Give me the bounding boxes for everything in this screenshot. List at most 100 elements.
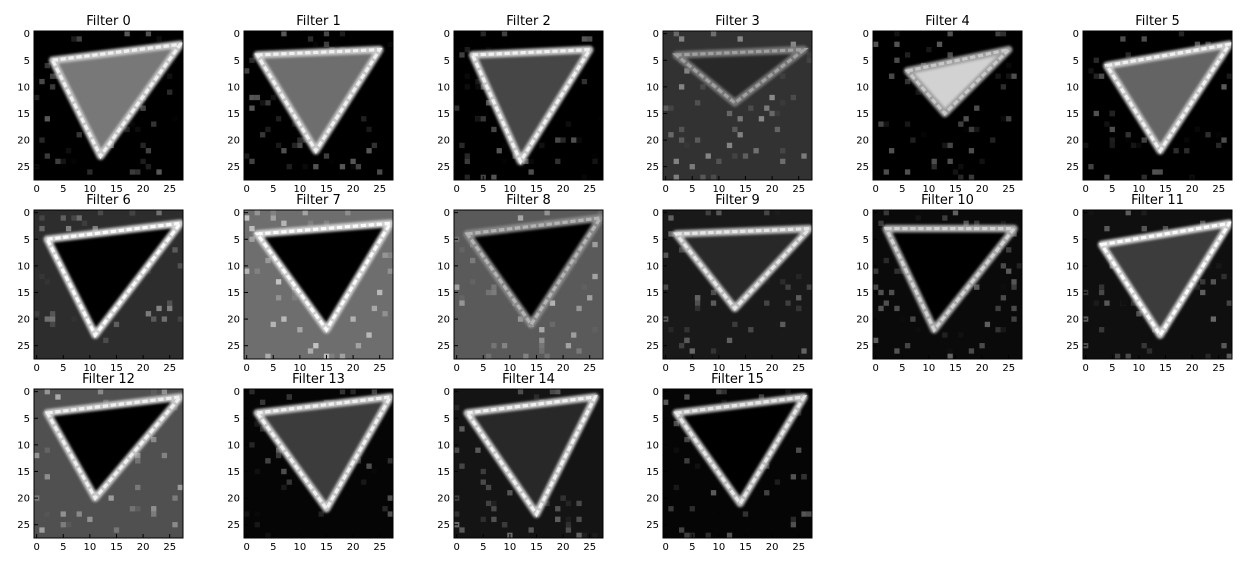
heatmap-cell <box>700 84 706 90</box>
heatmap-cell <box>281 468 287 475</box>
y-tick-label: 10 <box>1066 261 1079 272</box>
y-tick-label: 10 <box>227 440 240 451</box>
x-tick-label: 25 <box>583 542 596 553</box>
heatmap-cell <box>1141 174 1147 180</box>
heatmap-cell <box>265 458 271 464</box>
heatmap-cell <box>663 284 669 290</box>
x-tick-label: 0 <box>872 184 878 195</box>
y-tick-label: 0 <box>863 208 869 219</box>
heatmap-cell <box>454 279 460 285</box>
heatmap-cell <box>555 137 561 143</box>
heatmap-cell <box>177 484 183 491</box>
y-tick-label: 15 <box>437 288 450 299</box>
heatmap-cell <box>1088 68 1094 74</box>
heatmap-cell <box>323 41 330 47</box>
filter-panel: Filter 14 0 0 5 5 10 10 15 15 20 20 25 25 <box>437 372 604 553</box>
heatmap-cell <box>339 31 346 37</box>
heatmap-cell <box>387 268 393 274</box>
x-tick-label: 25 <box>163 363 176 374</box>
panel-title: Filter 5 <box>1135 14 1180 29</box>
heatmap-cell <box>565 527 572 533</box>
heatmap-cell <box>485 289 492 296</box>
heatmap-cell <box>249 389 255 395</box>
y-tick-label: 0 <box>234 29 240 40</box>
x-tick-label: 20 <box>1186 363 1199 374</box>
y-tick-label: 20 <box>227 136 240 147</box>
heatmap-cell <box>1011 73 1017 79</box>
heatmap-cell <box>883 257 889 264</box>
heatmap-cell <box>371 142 378 149</box>
heatmap-cell <box>464 84 470 90</box>
heatmap-cell <box>737 116 743 122</box>
heatmap-cell <box>790 474 797 480</box>
x-tick-label: 10 <box>923 363 936 374</box>
heatmap-cell <box>716 158 722 165</box>
heatmap-cell <box>249 57 255 63</box>
heatmap-cell <box>135 452 141 459</box>
heatmap-cell <box>774 321 781 328</box>
panel-title: Filter 9 <box>715 193 760 208</box>
heatmap-cell <box>459 426 465 432</box>
triangle-interior <box>676 49 805 103</box>
heatmap-cell <box>60 215 66 221</box>
heatmap-cell <box>281 484 287 491</box>
heatmap-cell <box>990 137 996 143</box>
y-tick-label: 10 <box>437 82 450 93</box>
heatmap-cell <box>668 215 674 221</box>
y-tick-label: 25 <box>437 520 450 531</box>
heatmap-cell <box>947 52 953 58</box>
heatmap-cell <box>355 458 362 464</box>
heatmap-cell <box>34 452 40 459</box>
heatmap-cell <box>313 41 319 47</box>
plot-frame <box>243 30 394 181</box>
heatmap-cell <box>576 500 582 507</box>
y-tick-label: 20 <box>646 136 659 147</box>
y-tick-label: 25 <box>856 162 869 173</box>
heatmap-cell <box>565 121 572 127</box>
plot-frame <box>453 209 604 360</box>
heatmap-cell <box>764 300 770 306</box>
heatmap-cell <box>1216 263 1222 269</box>
heatmap-cell <box>678 84 685 90</box>
heatmap-cell <box>764 490 770 496</box>
heatmap-cell <box>899 316 905 322</box>
y-tick-label: 5 <box>444 56 450 67</box>
y-tick-label: 5 <box>1073 56 1079 67</box>
heatmap-cell <box>55 158 61 165</box>
heatmap-cell <box>151 506 157 512</box>
heatmap-cell <box>71 36 77 42</box>
x-tick-label: 25 <box>1212 184 1225 195</box>
heatmap-cell <box>459 142 465 149</box>
heatmap-cell <box>254 511 260 517</box>
heatmap-cell <box>485 500 492 507</box>
x-tick-label: 5 <box>1109 184 1115 195</box>
heatmap-cell <box>345 210 351 216</box>
heatmap-cell <box>710 348 717 354</box>
heatmap-cell <box>318 511 324 517</box>
heatmap-cell <box>549 321 556 328</box>
panel-title: Filter 14 <box>502 372 555 387</box>
heatmap-cell <box>34 311 40 317</box>
heatmap-cell <box>790 516 797 523</box>
x-tick-label: 0 <box>243 363 249 374</box>
heatmap-cell <box>539 327 545 333</box>
heatmap-cell <box>764 105 770 111</box>
heatmap-cell <box>501 522 508 528</box>
heatmap-cell <box>796 295 802 301</box>
heatmap-cell <box>459 247 465 253</box>
heatmap-cell <box>995 73 1001 79</box>
heatmap-cell <box>1000 31 1007 37</box>
heatmap-cell <box>1221 343 1227 349</box>
triangle-edge-highlight <box>254 221 393 333</box>
heatmap-cell <box>684 327 690 333</box>
heatmap-cell <box>758 116 765 122</box>
heatmap-cell <box>1104 300 1110 306</box>
heatmap-cell <box>60 522 66 528</box>
x-tick-label: 5 <box>480 542 486 553</box>
heatmap-cell <box>323 31 330 37</box>
x-tick-label: 5 <box>270 542 276 553</box>
heatmap-cell <box>904 169 911 175</box>
heatmap-cell <box>469 279 476 285</box>
heatmap-cell <box>894 57 900 63</box>
triangle-edge-highlight <box>50 42 183 160</box>
